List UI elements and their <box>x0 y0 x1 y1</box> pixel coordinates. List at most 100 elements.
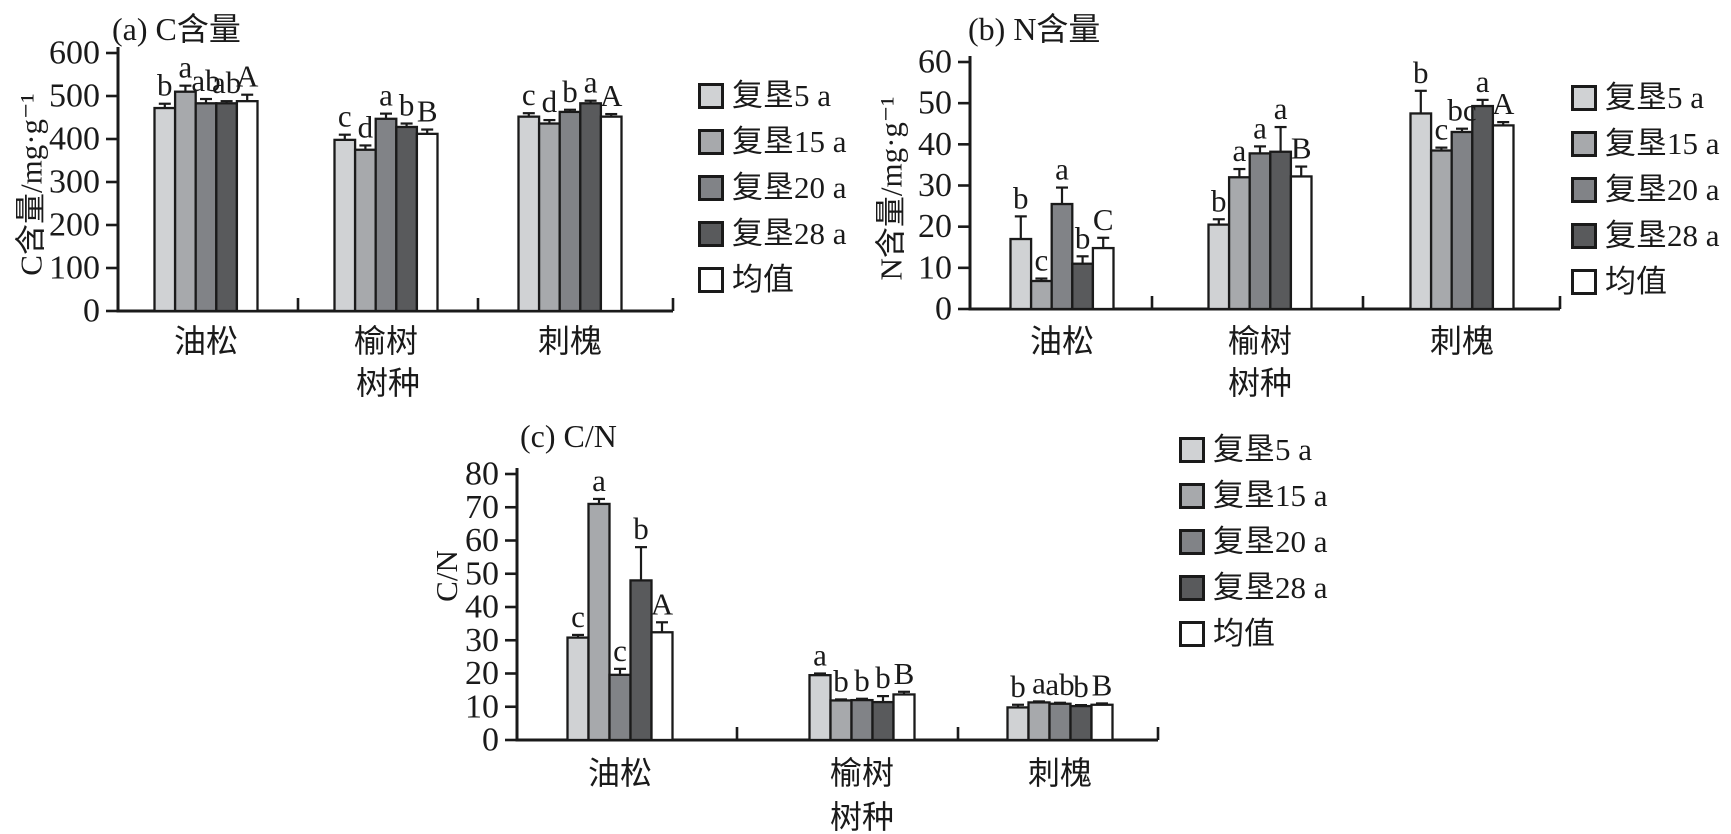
sig-letter: a <box>1233 133 1247 168</box>
bar <box>1050 202 1074 311</box>
sig-letter: ab <box>1045 667 1074 702</box>
legend-label: 均值 <box>1605 264 1667 299</box>
sig-letter: B <box>1291 131 1312 166</box>
legend-label: 复垦28 a <box>1605 218 1720 253</box>
legend-label: 复垦20 a <box>1213 524 1328 559</box>
bar <box>1048 702 1072 742</box>
sig-letter: b <box>562 74 578 109</box>
chart-b-category-youson: 油松 <box>1029 323 1094 359</box>
bar <box>537 122 561 313</box>
chart-c-y-axis-label: C/N <box>429 550 464 602</box>
y-tick-label: 40 <box>465 589 499 626</box>
chart-a-y-axis-label: C含量/mg·g⁻¹ <box>13 93 49 276</box>
sig-letter: b <box>1073 669 1089 704</box>
legend-swatch-fuken28a <box>698 221 724 247</box>
y-tick-label: 10 <box>918 249 952 286</box>
sig-letter: d <box>542 84 558 119</box>
sig-letter: B <box>894 656 915 691</box>
chart-a-legend: 复垦5 a 复垦15 a 复垦20 a 复垦28 a 均值 <box>698 80 847 312</box>
legend-swatch-fuken28a <box>1179 575 1205 601</box>
chart-c-category-youson: 油松 <box>587 755 652 791</box>
chart-b-y-axis-label: N含量/mg·g⁻¹ <box>873 96 909 281</box>
legend-item: 复垦15 a <box>1179 480 1328 511</box>
bar <box>1069 704 1093 742</box>
sig-letter: b <box>157 68 173 103</box>
sig-letter: c <box>1435 112 1449 147</box>
legend-label: 复垦20 a <box>732 170 847 205</box>
sig-letter: C <box>1093 202 1114 237</box>
legend-swatch-mean <box>698 267 724 293</box>
legend-swatch-fuken15a <box>698 129 724 155</box>
bar <box>1429 149 1453 311</box>
sig-letter: b <box>1075 220 1091 255</box>
bar <box>599 115 623 313</box>
bar <box>808 674 832 742</box>
bar <box>1091 246 1115 311</box>
sig-letter: a <box>1274 91 1288 126</box>
sig-letter: b <box>875 660 891 695</box>
chart-c-category-cihuai: 刺槐 <box>1027 755 1092 791</box>
sig-letter: c <box>522 77 536 112</box>
legend-item: 均值 <box>698 264 847 295</box>
bar <box>579 102 603 313</box>
chart-a-category-cihuai: 刺槐 <box>537 323 602 359</box>
bar <box>558 110 582 313</box>
bar <box>1248 152 1272 311</box>
legend-label: 均值 <box>1213 616 1275 651</box>
chart-b-category-cihuai: 刺槐 <box>1429 323 1494 359</box>
legend-item: 复垦15 a <box>698 126 847 157</box>
legend-swatch-fuken15a <box>1179 483 1205 509</box>
sig-letter: b <box>833 663 849 698</box>
bar <box>333 138 357 313</box>
legend-label: 复垦5 a <box>1213 432 1313 467</box>
y-tick-label: 100 <box>49 250 100 287</box>
bar <box>173 90 197 313</box>
legend-swatch-mean <box>1179 621 1205 647</box>
y-tick-label: 300 <box>49 164 100 201</box>
y-tick-label: 80 <box>465 456 499 493</box>
sig-letter: b <box>1413 55 1429 90</box>
bar <box>629 579 653 742</box>
bar <box>415 132 439 313</box>
bar <box>1029 279 1053 311</box>
bar <box>1471 104 1495 311</box>
legend-swatch-mean <box>1571 269 1597 295</box>
sig-letter: a <box>1032 665 1046 700</box>
sig-letter: A <box>1492 86 1515 121</box>
bar <box>871 700 895 742</box>
bar <box>1071 262 1095 311</box>
legend-item: 复垦5 a <box>1179 432 1328 467</box>
bar <box>215 102 239 313</box>
legend-label: 复垦28 a <box>732 216 847 251</box>
sig-letter: c <box>613 633 627 668</box>
legend-item: 复垦20 a <box>1179 524 1328 559</box>
y-tick-label: 60 <box>465 522 499 559</box>
sig-letter: A <box>236 59 259 94</box>
legend-item: 复垦28 a <box>698 216 847 251</box>
y-tick-label: 60 <box>918 44 952 81</box>
chart-c-title: (c) C/N <box>520 418 617 454</box>
bar <box>1289 175 1313 311</box>
bar <box>517 115 541 313</box>
legend-swatch-fuken5a <box>1571 85 1597 111</box>
sig-letter: b <box>1211 183 1227 218</box>
chart-a-title: (a) C含量 <box>112 11 241 47</box>
sig-letter: ab <box>212 65 241 100</box>
bar <box>892 693 916 742</box>
bar <box>153 106 177 313</box>
sig-letter: A <box>651 586 674 621</box>
sig-letter: a <box>1253 110 1267 145</box>
y-tick-label: 40 <box>918 126 952 163</box>
y-tick-label: 10 <box>465 688 499 725</box>
legend-swatch-fuken5a <box>698 83 724 109</box>
bar <box>1491 124 1515 311</box>
bar <box>1027 701 1051 742</box>
y-tick-label: 30 <box>465 622 499 659</box>
chart-a-x-axis-label: 树种 <box>355 365 420 401</box>
bar <box>235 100 259 313</box>
legend-item: 复垦15 a <box>1571 128 1720 159</box>
bar <box>194 102 218 313</box>
bar <box>587 502 611 742</box>
